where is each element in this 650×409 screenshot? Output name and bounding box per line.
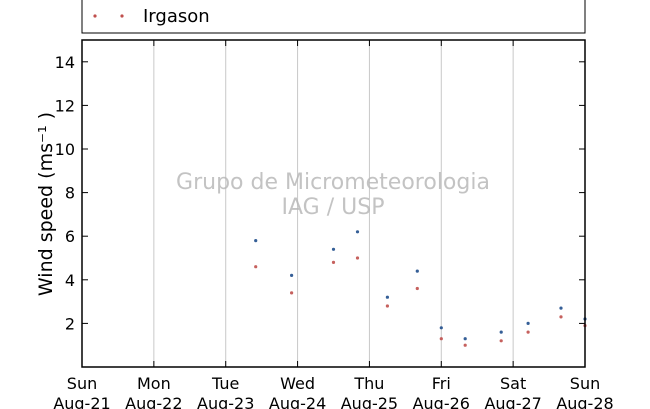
data-point-0 (415, 269, 419, 273)
data-point-1 (254, 265, 258, 269)
data-point-0 (290, 273, 294, 277)
x-tick-label-day: Wed (280, 374, 315, 393)
data-points (254, 230, 587, 347)
data-point-1 (415, 286, 419, 291)
x-tick-label-day: Thu (353, 374, 384, 393)
grid (153, 40, 514, 367)
legend-marker (120, 14, 124, 18)
data-point-0 (385, 295, 389, 299)
x-tick-label-date: Aug-25 (341, 394, 398, 409)
watermark-line: Grupo de Micrometeorologia (176, 170, 490, 195)
x-tick-label-date: Aug-28 (556, 394, 613, 409)
x-tick-label-date: Aug-26 (413, 394, 470, 409)
x-tick-label-date: Aug-22 (125, 394, 182, 409)
x-axis: SunAug-21MonAug-22TueAug-23WedAug-24ThuA… (53, 40, 614, 409)
data-point-1 (439, 337, 443, 341)
x-tick-label-day: Tue (211, 374, 239, 393)
legend-entry: Irgason (93, 6, 210, 27)
data-point-0 (254, 239, 258, 243)
legend-box (81, 0, 586, 34)
data-point-1 (331, 260, 336, 264)
legend-label: Irgason (143, 6, 210, 27)
y-tick-label: 8 (65, 184, 75, 203)
x-tick-label-day: Sun (570, 374, 600, 393)
data-point-0 (463, 337, 467, 341)
y-tick-label: 4 (65, 271, 75, 290)
data-point-1 (463, 343, 467, 347)
data-point-1 (355, 256, 360, 260)
y-tick-label: 6 (65, 227, 75, 246)
data-point-0 (526, 321, 530, 325)
data-point-1 (559, 315, 563, 319)
x-tick-label-date: Aug-21 (53, 394, 110, 409)
data-point-1 (385, 304, 389, 308)
data-point-0 (355, 230, 360, 234)
data-point-0 (439, 326, 443, 330)
x-tick-label-day: Sun (67, 374, 97, 393)
x-tick-label-day: Fri (432, 374, 451, 393)
data-point-1 (526, 330, 530, 334)
watermark-line: IAG / USP (282, 195, 385, 220)
y-tick-label: 10 (55, 140, 75, 159)
y-tick-label: 12 (55, 96, 75, 115)
plot-frame (81, 39, 586, 368)
x-tick-label-day: Mon (137, 374, 171, 393)
legend-marker (93, 14, 97, 18)
data-point-0 (499, 330, 503, 334)
data-point-1 (290, 291, 294, 295)
data-point-1 (499, 339, 503, 343)
y-tick-label: 14 (55, 53, 75, 72)
x-tick-label-day: Sat (500, 374, 526, 393)
data-point-0 (559, 306, 563, 310)
watermark: Grupo de Micrometeorologia IAG / USP (176, 170, 490, 220)
x-tick-label-date: Aug-27 (484, 394, 541, 409)
y-tick-label: 2 (65, 314, 75, 333)
x-tick-label-date: Aug-23 (197, 394, 254, 409)
data-point-0 (331, 247, 336, 251)
x-tick-label-date: Aug-24 (269, 394, 326, 409)
y-axis: 2 4 6 8 10 12 14 (55, 53, 585, 333)
y-axis-label: Wind speed (ms⁻¹ ) (35, 112, 57, 296)
